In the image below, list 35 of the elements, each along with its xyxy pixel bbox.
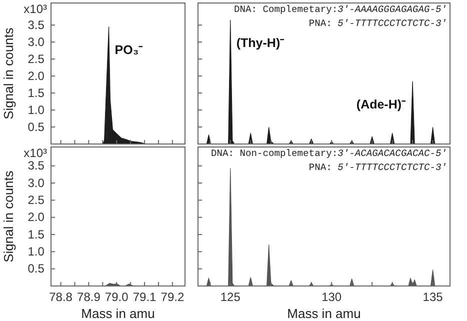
- x-tick-label: 79.0: [104, 290, 129, 304]
- annotation: DNA: Complemetary:3'-AAAAGGGAGAGAG-5': [234, 4, 447, 15]
- annotation: (Thy-H)⁻: [236, 36, 286, 50]
- y-tick-label: 1.0: [28, 244, 45, 259]
- y-tick-label: 3.0: [28, 176, 45, 190]
- x-axis-title: Mass in amu: [81, 306, 155, 321]
- y-axis-title: Signal in counts: [1, 170, 16, 262]
- x-tick-label: 125: [220, 290, 241, 304]
- y-tick-label: 3.0: [28, 34, 45, 49]
- annotation: PO₃⁻: [114, 42, 144, 57]
- x-tick-label: 135: [422, 290, 444, 304]
- x-tick-label: 79.2: [160, 290, 184, 304]
- x-axis-title: Mass in amu: [287, 306, 361, 321]
- y-tick-label: 2.5: [28, 193, 45, 208]
- y-tick-label: 3.5: [28, 18, 45, 32]
- x-tick-label: 79.1: [132, 290, 157, 304]
- annotation: PNA: 5'-TTTTCCCTCTCTC-3': [308, 162, 447, 173]
- text: x10³: [24, 146, 48, 160]
- y-axis-title: Signal in counts: [1, 27, 16, 120]
- y-tick-label: 2.0: [28, 210, 45, 224]
- annotation: (Ade-H)⁻: [356, 97, 407, 112]
- annotation: PNA: 5'-TTTTCCCTCTCTC-3': [308, 18, 447, 29]
- x-tick-label: 78.9: [77, 290, 101, 304]
- y-tick-label: 0.5: [28, 262, 45, 276]
- annotation: DNA: Non-complemetary:3'-ACAGACACGACAC-5': [210, 148, 447, 159]
- x-tick-label: 130: [322, 290, 342, 304]
- y-tick-label: 1.0: [28, 102, 45, 117]
- y-tick-label: 3.5: [28, 158, 45, 173]
- y-tick-label: 2.0: [28, 68, 45, 83]
- y-tick-label: 1.5: [28, 227, 45, 242]
- y-tick-label: 2.5: [28, 52, 45, 66]
- y-tick-label: 1.5: [28, 86, 45, 100]
- y-tick-label: 0.5: [28, 120, 45, 134]
- text: x10³: [24, 2, 48, 16]
- x-tick-label: 78.8: [49, 290, 73, 304]
